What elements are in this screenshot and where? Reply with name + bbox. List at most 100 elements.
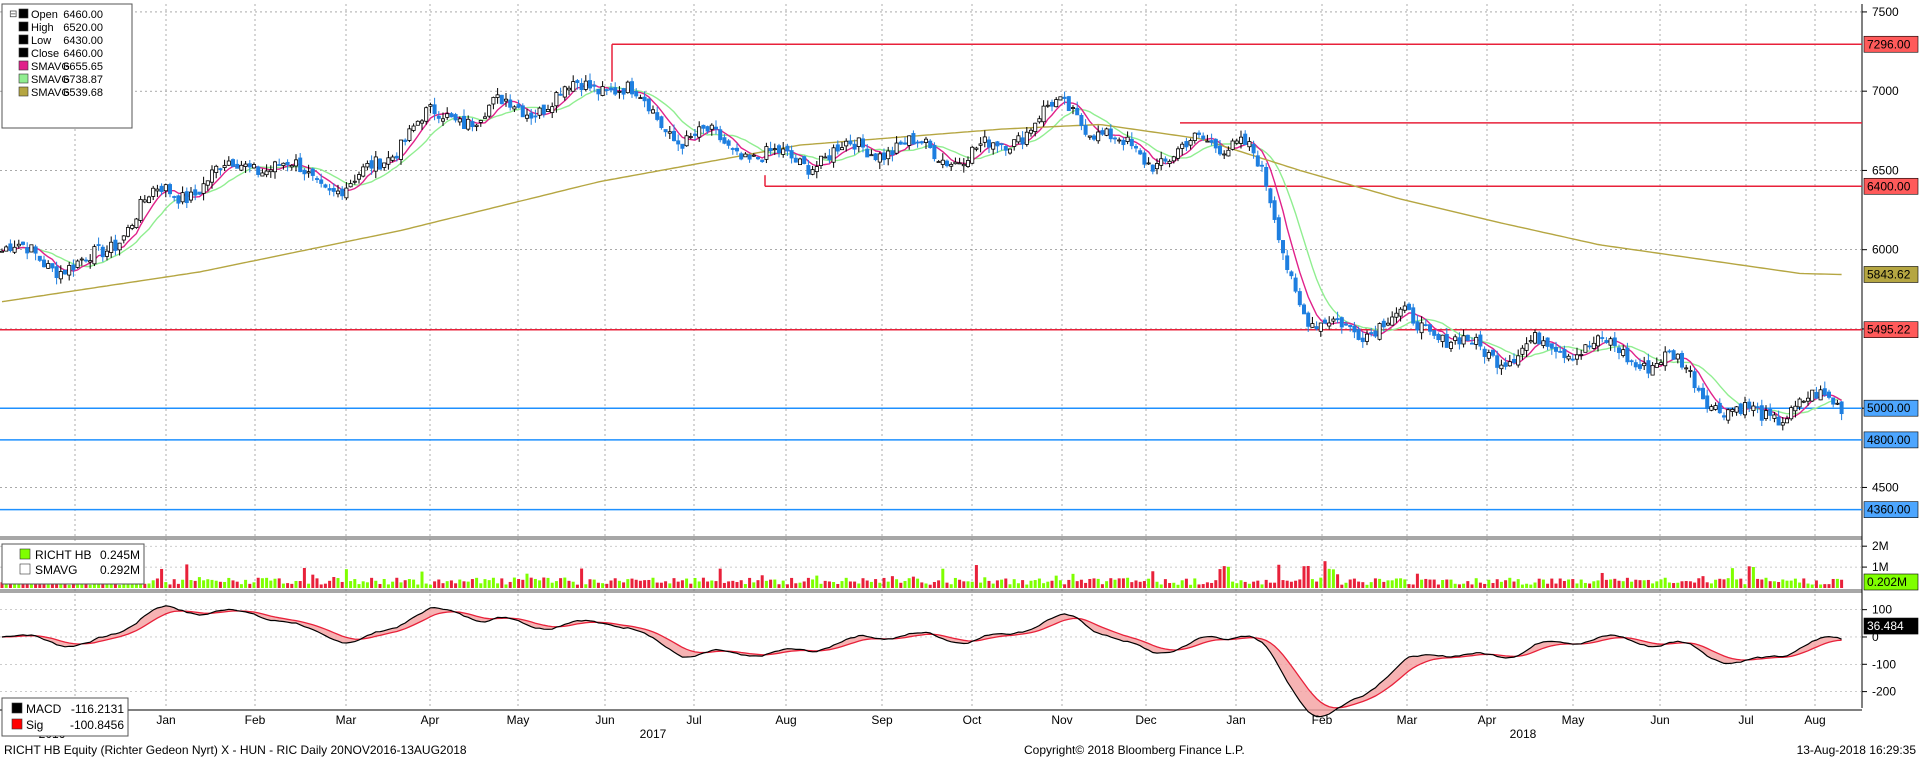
volume-bar <box>181 579 185 588</box>
footer-timestamp: 13-Aug-2018 16:29:35 <box>1797 743 1917 757</box>
price-tag: 7296.00 <box>1867 37 1911 51</box>
candle-body <box>1801 400 1806 403</box>
candle-body <box>1596 335 1601 347</box>
x-month-label: Nov <box>1051 713 1072 727</box>
candle-body <box>1247 141 1252 148</box>
volume-bar <box>672 578 676 588</box>
volume-bar <box>727 581 731 588</box>
volume-bar <box>38 581 42 588</box>
legend-label: SMAVG <box>31 87 70 99</box>
volume-bar <box>1260 584 1264 588</box>
candle-body <box>1827 391 1832 398</box>
candle-body <box>1373 330 1378 337</box>
volume-bar <box>1747 566 1751 588</box>
candle-body <box>680 143 685 149</box>
grid-layer <box>0 4 1863 711</box>
volume-bar <box>378 583 382 588</box>
volume-bar <box>1508 577 1512 588</box>
candle-body <box>1381 320 1386 328</box>
candle-body <box>1306 312 1311 327</box>
volume-tag: 0.202M <box>1867 575 1907 589</box>
volume-bar <box>88 584 92 588</box>
volume-bar <box>1033 580 1037 588</box>
volume-bar <box>239 584 243 588</box>
volume-bar <box>286 583 290 588</box>
candle-body <box>1285 255 1290 270</box>
volume-bar <box>517 579 521 588</box>
candle-body <box>1394 312 1399 318</box>
candle-body <box>352 180 357 183</box>
volume-bar <box>231 580 235 588</box>
candle-body <box>1465 334 1470 341</box>
candle-body <box>802 156 807 164</box>
volume-bar <box>395 577 399 588</box>
candle-body <box>1822 388 1827 396</box>
candle-body <box>281 162 286 166</box>
candle-body <box>869 154 874 157</box>
volume-bar <box>588 579 592 588</box>
candle-body <box>1806 397 1811 402</box>
volume-bar <box>118 584 122 588</box>
volume-bar <box>344 569 348 588</box>
price-tag-bg <box>1863 266 1919 283</box>
volume-bar <box>265 577 269 588</box>
y-tick-label: 6500 <box>1872 163 1899 177</box>
candle-body <box>844 140 849 147</box>
candle-body <box>1764 410 1769 419</box>
volume-bar <box>865 580 869 588</box>
legend-swatch <box>18 60 29 71</box>
legend-collapse-icon[interactable]: ⊟ <box>9 9 17 20</box>
volume-bar <box>575 584 579 588</box>
volume-bar <box>1369 582 1373 588</box>
candle-body <box>516 104 521 108</box>
volume-bar <box>979 582 983 588</box>
volume-bar <box>941 568 945 588</box>
candle-body <box>646 98 651 112</box>
candle-body <box>1671 350 1676 360</box>
candle-body <box>29 244 34 253</box>
volume-bar <box>949 584 953 588</box>
volume-bar <box>580 568 584 588</box>
volume-bar <box>1688 581 1692 588</box>
volume-bar <box>647 579 651 588</box>
volume-bar <box>214 580 218 588</box>
candle-body <box>314 178 319 180</box>
candle-body <box>46 263 51 269</box>
volume-bar <box>1054 575 1058 588</box>
volume-bar <box>1541 579 1545 588</box>
volume-bar <box>336 578 340 588</box>
candle-body <box>583 80 588 90</box>
candle-body <box>33 246 38 254</box>
candle-body <box>310 168 315 176</box>
volume-bar <box>890 576 894 588</box>
candle-body <box>873 153 878 161</box>
candle-body <box>1171 156 1176 162</box>
volume-bar <box>714 581 718 588</box>
volume-bar <box>538 580 542 588</box>
candle-body <box>1570 358 1575 361</box>
candle-body <box>718 129 723 141</box>
volume-bar <box>130 582 134 588</box>
volume-bar <box>1231 581 1235 588</box>
macd-legend-box <box>1 697 129 737</box>
x-month-label: Sep <box>871 713 893 727</box>
candle-body <box>688 136 693 138</box>
legend-swatch <box>18 8 29 19</box>
volume-bar <box>953 577 957 588</box>
volume-bar <box>1138 581 1142 588</box>
volume-bar <box>874 579 878 588</box>
candle-body <box>440 118 445 122</box>
volume-bar <box>1323 561 1327 588</box>
candle-body <box>1444 334 1449 348</box>
volume-bar <box>739 580 743 588</box>
volume-bar <box>273 578 277 588</box>
volume-bar <box>1718 578 1722 588</box>
candle-body <box>856 137 861 147</box>
volume-bar <box>882 577 886 588</box>
volume-bar <box>1277 564 1281 588</box>
candle-body <box>382 162 387 168</box>
candle-body <box>638 97 643 100</box>
volume-bar <box>1789 580 1793 588</box>
volume-bar <box>298 581 302 588</box>
volume-bar <box>412 579 416 588</box>
